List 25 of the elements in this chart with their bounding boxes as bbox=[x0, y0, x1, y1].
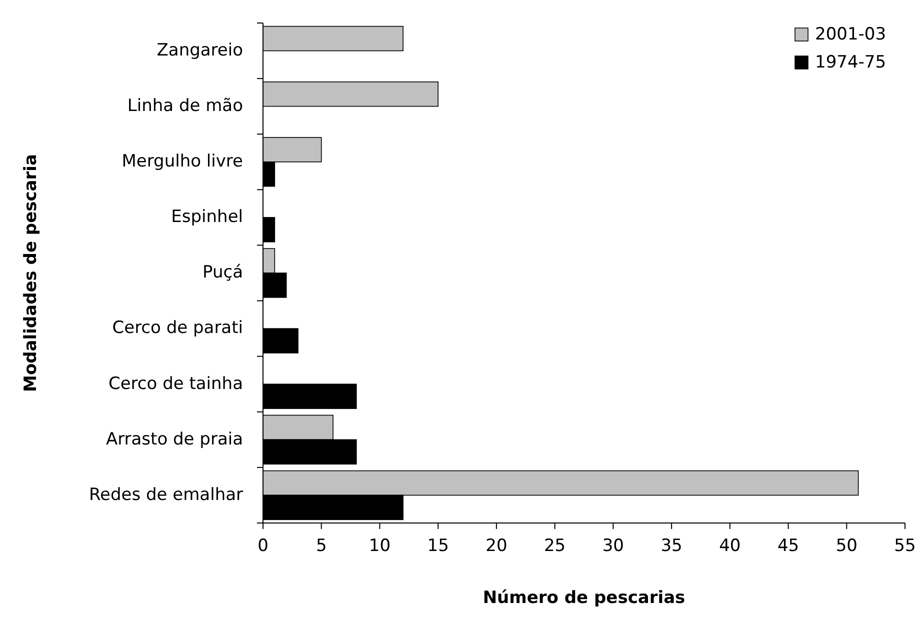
y-tick-label: Cerco de parati bbox=[112, 318, 243, 338]
x-axis-title: Número de pescarias bbox=[482, 588, 686, 608]
x-tick-label: 45 bbox=[777, 536, 800, 556]
x-tick-label: 0 bbox=[258, 536, 268, 556]
y-tick-label: Puçá bbox=[202, 262, 243, 283]
x-tick-label: 10 bbox=[368, 536, 391, 556]
y-tick-label: Espinhel bbox=[171, 207, 243, 228]
x-tick-label: 40 bbox=[719, 536, 741, 556]
legend-label: 1974-75 bbox=[815, 52, 886, 73]
y-tick-label: Zangareio bbox=[156, 40, 243, 60]
y-tick-label: Redes de emalhar bbox=[88, 484, 244, 505]
y-tick-label: Linha de mão bbox=[127, 96, 243, 116]
x-tick-label: 25 bbox=[544, 536, 566, 556]
y-tick-label: Mergulho livre bbox=[122, 152, 243, 172]
x-tick-label: 5 bbox=[316, 536, 327, 556]
x-tick-label: 35 bbox=[660, 536, 682, 556]
y-tick-label: Arrasto de praia bbox=[106, 429, 243, 450]
x-tick-label: 55 bbox=[894, 536, 915, 556]
x-tick-label: 30 bbox=[602, 536, 624, 556]
y-tick-label: Cerco de tainha bbox=[108, 374, 243, 394]
legend-label: 2001-03 bbox=[815, 24, 886, 45]
y-axis-title: Modalidades de pescaria bbox=[21, 154, 41, 392]
x-tick-label: 50 bbox=[836, 536, 858, 556]
x-tick-label: 15 bbox=[427, 536, 449, 556]
x-tick-label: 20 bbox=[486, 536, 508, 556]
